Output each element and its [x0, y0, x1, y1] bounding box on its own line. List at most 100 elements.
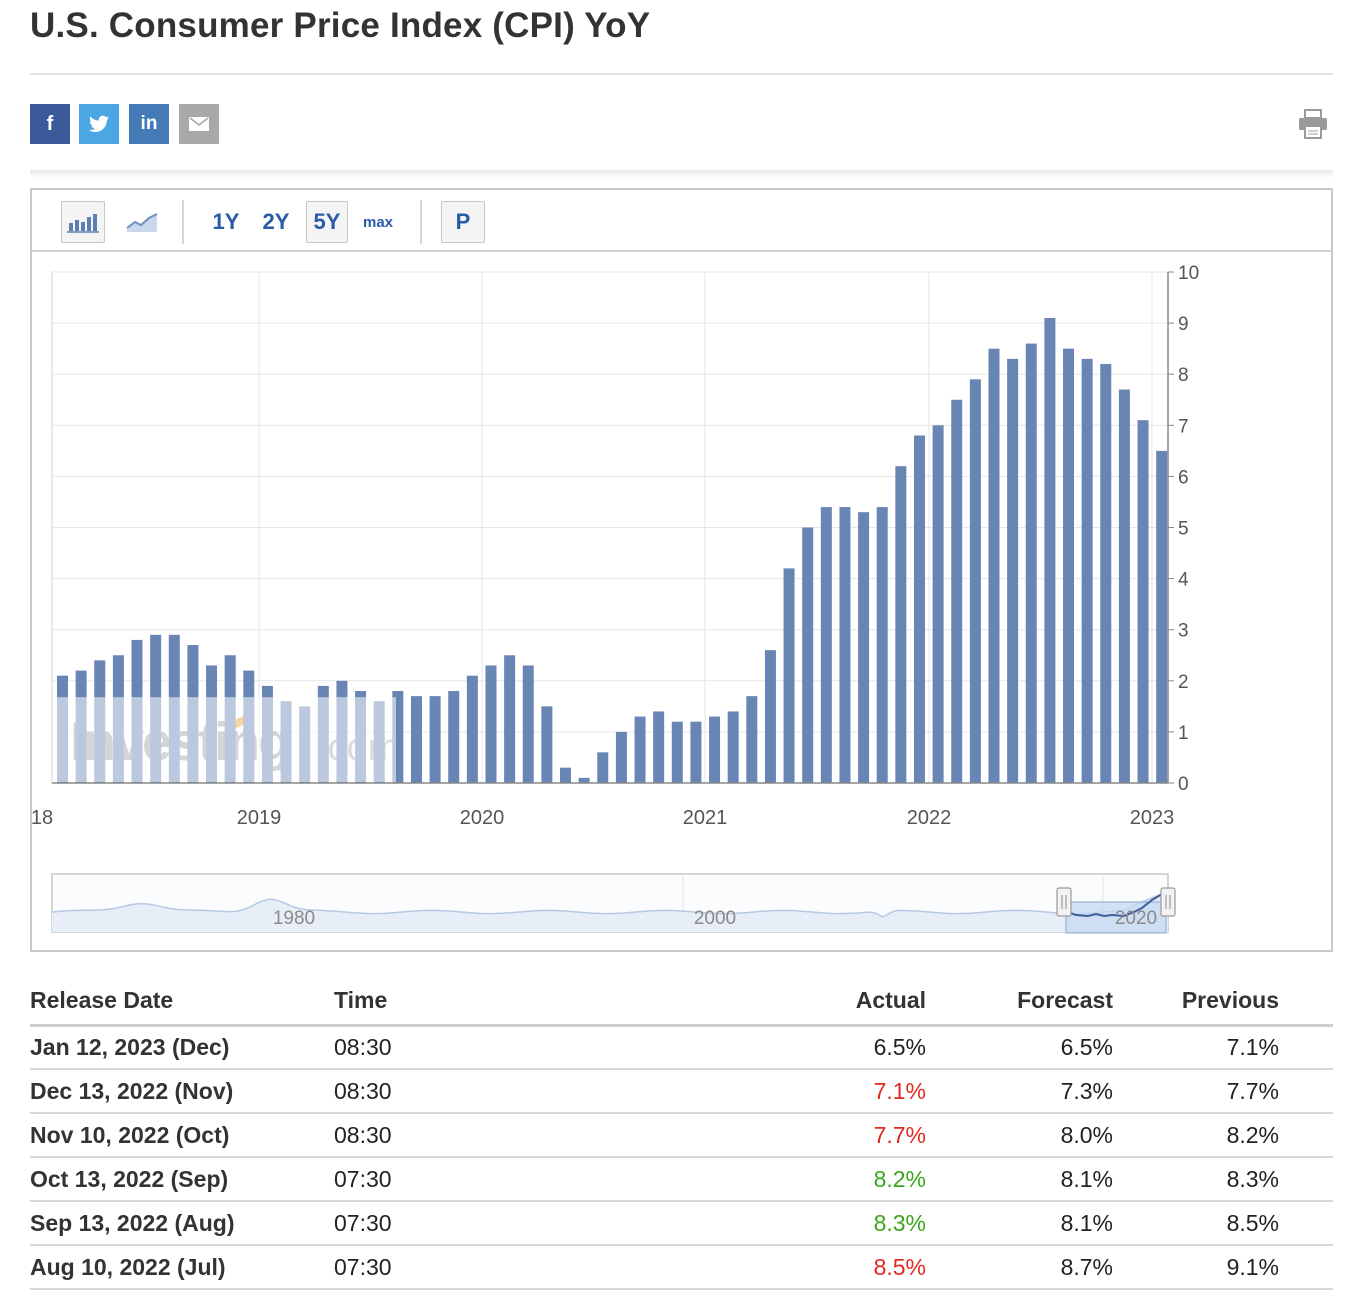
previous-value: 9.1%: [1113, 1245, 1279, 1290]
cpi-bar[interactable]: [932, 425, 944, 783]
cpi-bar[interactable]: [392, 691, 404, 783]
p-button[interactable]: P: [441, 201, 485, 243]
cpi-bar[interactable]: [1007, 358, 1019, 783]
cpi-bar[interactable]: [448, 691, 460, 783]
cpi-bar[interactable]: [895, 466, 907, 783]
x-tick-label: 18: [32, 807, 53, 829]
forecast-value: 8.1%: [926, 1201, 1113, 1246]
cpi-bar[interactable]: [820, 507, 832, 783]
cpi-bar[interactable]: [485, 665, 497, 783]
cpi-bar[interactable]: [764, 650, 776, 783]
cpi-bar[interactable]: [727, 711, 739, 783]
previous-value: 8.5%: [1113, 1201, 1279, 1246]
cpi-bar[interactable]: [560, 767, 572, 783]
cpi-bar[interactable]: [988, 348, 1000, 783]
cpi-bar[interactable]: [1081, 358, 1093, 783]
cpi-bar[interactable]: [1156, 450, 1168, 783]
forecast-value: 8.0%: [926, 1113, 1113, 1158]
cpi-bar[interactable]: [578, 777, 590, 783]
release-date: Oct 13, 2022 (Sep): [30, 1157, 334, 1202]
cpi-bar[interactable]: [913, 435, 925, 783]
cpi-bar[interactable]: [653, 711, 665, 783]
row-spacer: [1279, 1069, 1333, 1114]
line-chart-button[interactable]: [120, 201, 164, 243]
range-5y-button[interactable]: 5Y: [306, 201, 348, 243]
cpi-bar[interactable]: [1118, 389, 1130, 783]
linkedin-share-button[interactable]: in: [129, 104, 169, 144]
cpi-bar[interactable]: [1025, 343, 1037, 783]
cpi-bar[interactable]: [410, 696, 422, 783]
forecast-value: 8.1%: [926, 1157, 1113, 1202]
previous-value: 7.1%: [1113, 1025, 1279, 1070]
cpi-bar[interactable]: [690, 721, 702, 783]
range-2y-button[interactable]: 2Y: [262, 209, 290, 234]
cpi-bar[interactable]: [1100, 363, 1112, 783]
y-tick-label: 8: [1178, 365, 1189, 386]
cpi-bar[interactable]: [746, 696, 758, 783]
table-header-row: Release Date Time Actual Forecast Previo…: [30, 977, 1333, 1027]
printer-icon[interactable]: [1297, 108, 1329, 140]
cpi-bar[interactable]: [1137, 420, 1149, 783]
header-release-date[interactable]: Release Date: [30, 977, 334, 1027]
previous-value: 7.7%: [1113, 1069, 1279, 1114]
cpi-bar[interactable]: [709, 716, 721, 783]
navigator-handle[interactable]: [1160, 887, 1176, 917]
release-date: Nov 10, 2022 (Oct): [30, 1113, 334, 1158]
x-tick-label: 2021: [683, 807, 728, 829]
table-row: Aug 10, 2022 (Jul) 07:30 8.5% 8.7% 9.1%: [30, 1245, 1333, 1290]
table-row: Nov 10, 2022 (Oct) 08:30 7.7% 8.0% 8.2%: [30, 1113, 1333, 1158]
cpi-bar[interactable]: [783, 568, 795, 783]
navigator-handle[interactable]: [1056, 887, 1072, 917]
cpi-bar[interactable]: [671, 721, 683, 783]
forecast-value: 8.7%: [926, 1245, 1113, 1290]
header-previous[interactable]: Previous: [1113, 977, 1279, 1027]
watermark-wash: [53, 697, 396, 782]
cpi-bar[interactable]: [1063, 348, 1075, 783]
twitter-share-button[interactable]: [79, 104, 119, 144]
previous-value: 8.3%: [1113, 1157, 1279, 1202]
y-tick-label: 2: [1178, 672, 1189, 693]
envelope-icon: [189, 117, 209, 131]
release-table: Release Date Time Actual Forecast Previo…: [30, 977, 1333, 1290]
x-tick-label: 2022: [907, 807, 952, 829]
header-actual[interactable]: Actual: [654, 977, 926, 1027]
cpi-bar[interactable]: [504, 655, 516, 783]
cpi-bar[interactable]: [634, 716, 646, 783]
cpi-bar[interactable]: [802, 527, 814, 784]
chart-toolbar: 1Y 2Y 5Y max P: [32, 190, 1331, 252]
row-spacer: [1279, 1201, 1333, 1246]
cpi-bar[interactable]: [1044, 317, 1056, 783]
navigator-area: [52, 891, 1168, 932]
release-date: Dec 13, 2022 (Nov): [30, 1069, 334, 1114]
cpi-bar[interactable]: [615, 731, 627, 783]
cpi-bar[interactable]: [541, 706, 553, 783]
email-share-button[interactable]: [179, 104, 219, 144]
navigator-label: 1980: [273, 908, 315, 929]
cpi-bar[interactable]: [522, 665, 534, 783]
range-1y-button[interactable]: 1Y: [212, 209, 240, 234]
row-spacer: [1279, 1025, 1333, 1070]
release-date: Aug 10, 2022 (Jul): [30, 1245, 334, 1290]
table-row: Jan 12, 2023 (Dec) 08:30 6.5% 6.5% 7.1%: [30, 1025, 1333, 1070]
cpi-bar[interactable]: [429, 696, 441, 783]
cpi-bar[interactable]: [969, 379, 981, 783]
navigator-selection[interactable]: [1065, 901, 1167, 934]
linkedin-icon: in: [140, 113, 158, 134]
bar-chart-button[interactable]: [61, 201, 105, 243]
cpi-bar[interactable]: [858, 512, 870, 783]
cpi-bar[interactable]: [951, 399, 963, 783]
row-spacer: [1279, 1157, 1333, 1202]
y-tick-label: 1: [1178, 723, 1189, 744]
actual-value: 8.2%: [654, 1157, 926, 1202]
header-forecast[interactable]: Forecast: [926, 977, 1113, 1027]
cpi-bar[interactable]: [876, 507, 888, 783]
cpi-bar[interactable]: [839, 507, 851, 783]
navigator-label: 2020: [1115, 908, 1157, 929]
y-tick-label: 6: [1178, 467, 1189, 488]
range-max-button[interactable]: max: [362, 213, 394, 231]
header-time[interactable]: Time: [334, 977, 654, 1027]
chart-navigator[interactable]: 1980 2000 2020: [32, 872, 1331, 942]
cpi-bar[interactable]: [466, 675, 478, 783]
facebook-share-button[interactable]: f: [30, 104, 70, 144]
cpi-bar[interactable]: [597, 752, 609, 783]
